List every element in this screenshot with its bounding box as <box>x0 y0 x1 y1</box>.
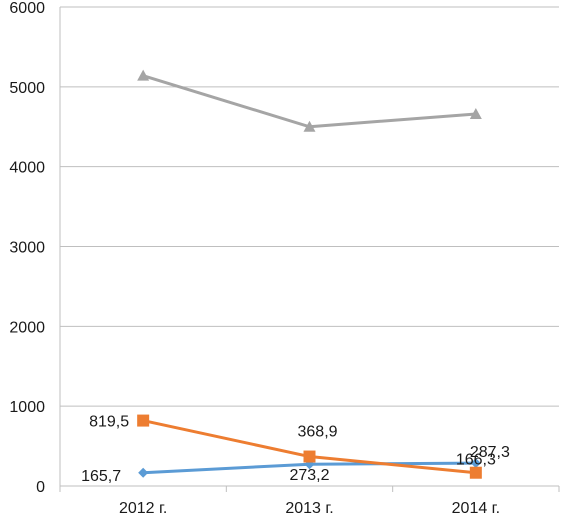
y-tick-label: 1000 <box>9 399 45 416</box>
y-tick-label: 4000 <box>9 160 45 177</box>
y-tick-label: 5000 <box>9 80 45 97</box>
data-point-series-3 <box>469 107 482 119</box>
data-point-series-3 <box>303 120 316 132</box>
y-tick-label: 2000 <box>9 319 45 336</box>
data-label: 165,7 <box>81 468 121 485</box>
y-tick-label: 0 <box>36 479 45 496</box>
data-point-series-3 <box>137 69 150 81</box>
x-tick-label: 2014 г. <box>452 500 500 517</box>
x-tick-label: 2013 г. <box>285 500 333 517</box>
data-point-series-1 <box>138 467 149 478</box>
series-line-3 <box>142 74 476 129</box>
x-tick-label: 2012 г. <box>119 500 167 517</box>
series <box>137 69 482 479</box>
data-label: 166,3 <box>456 452 496 469</box>
axes: 0 1000 2000 3000 4000 5000 6000 2012 г. 2013 г. 2… <box>9 0 560 517</box>
data-label: 273,2 <box>289 467 329 484</box>
data-point-series-2 <box>303 450 316 463</box>
data-label: 819,5 <box>89 414 129 431</box>
data-point-series-1 <box>470 458 481 469</box>
data-labels: 165,7 273,2 287,3 819,5 368,9 166,3 <box>81 414 510 485</box>
data-point-series-2 <box>469 466 482 479</box>
data-point-series-2 <box>137 414 150 427</box>
y-tick-label: 3000 <box>9 240 45 257</box>
y-tick-label: 6000 <box>9 0 45 17</box>
data-label: 287,3 <box>470 444 510 461</box>
gridlines <box>60 6 559 407</box>
data-label: 368,9 <box>298 424 338 441</box>
